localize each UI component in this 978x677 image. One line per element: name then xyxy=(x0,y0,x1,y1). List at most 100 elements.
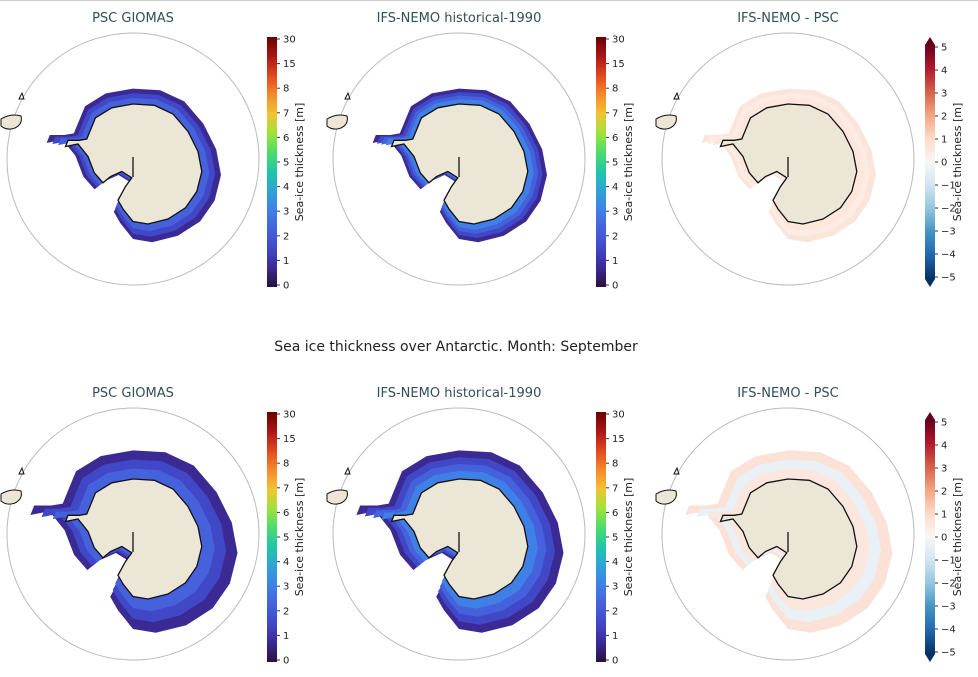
colorbar-tick-label: 1 xyxy=(612,631,618,642)
colorbar-tick-label: 30 xyxy=(283,35,296,46)
colorbar-tick-label: 0 xyxy=(283,656,289,667)
colorbar xyxy=(596,412,606,662)
colorbar-tick-label: 3 xyxy=(941,89,947,100)
panel-title: IFS-NEMO - PSC xyxy=(737,386,839,401)
colorbar-tick-label: −3 xyxy=(941,602,956,613)
colorbar-tick-label: 1 xyxy=(941,135,947,146)
colorbar-tick-label: 30 xyxy=(612,410,625,421)
panel-title: PSC GIOMAS xyxy=(92,386,174,401)
colorbar-tick-label: 2 xyxy=(283,606,289,617)
colorbar-tick-label: 0 xyxy=(612,656,618,667)
map-panel: IFS-NEMO historical-1990 0 1 2 3 4 5 6 7 8 15 30 Sea… xyxy=(326,11,635,292)
colorbar xyxy=(267,412,277,662)
colorbar-tick-label: 4 xyxy=(283,557,289,568)
south-america-tip xyxy=(0,489,22,505)
antarctica-land xyxy=(719,103,858,225)
colorbar-tick-label: 2 xyxy=(612,606,618,617)
colorbar-tick-label: 4 xyxy=(612,182,618,193)
island-mark xyxy=(18,91,25,100)
colorbar xyxy=(267,37,277,287)
colorbar-tick-label: 5 xyxy=(941,43,947,54)
colorbar-tick-label: 30 xyxy=(612,35,625,46)
colorbar-tick-label: 4 xyxy=(941,441,947,452)
island-mark xyxy=(673,466,680,475)
colorbar-tick-label: 30 xyxy=(283,410,296,421)
colorbar-tick-label: 7 xyxy=(612,108,618,119)
colorbar-tick-label: 3 xyxy=(941,464,947,475)
colorbar-label: Sea-ice thickness [m] xyxy=(951,478,964,597)
colorbar-tick-label: 3 xyxy=(612,207,618,218)
colorbar-tick-label: 7 xyxy=(283,483,289,494)
colorbar-tick-label: 0 xyxy=(283,281,289,292)
colorbar-tick-label: 8 xyxy=(283,459,289,470)
colorbar-tick-label: 2 xyxy=(612,231,618,242)
colorbar-tick-label: 15 xyxy=(612,434,625,445)
colorbar-tick-label: −2 xyxy=(941,204,956,215)
map-panel: IFS-NEMO - PSC 5 4 3 2 1 0 −1 −2 −3 −4 −5 Sea-ice th… xyxy=(655,11,964,287)
colorbar-tick-label: 15 xyxy=(283,434,296,445)
colorbar-tick-label: 4 xyxy=(612,557,618,568)
map-panel: IFS-NEMO historical-1990 0 1 2 3 4 5 6 7 8 15 30 Sea… xyxy=(326,386,635,667)
colorbar-tick-label: 1 xyxy=(283,631,289,642)
colorbar-tick-label: 15 xyxy=(283,59,296,70)
colorbar-tick-label: 8 xyxy=(612,459,618,470)
colorbar-tick-label: 1 xyxy=(612,256,618,267)
colorbar xyxy=(925,45,935,279)
south-america-tip xyxy=(0,114,22,130)
colorbar-tick-label: 6 xyxy=(283,508,289,519)
south-america-tip xyxy=(655,114,677,130)
colorbar-tick-label: 4 xyxy=(941,66,947,77)
island-mark xyxy=(344,466,351,475)
colorbar-tick-label: −1 xyxy=(941,181,956,192)
colorbar-label: Sea-ice thickness [m] xyxy=(293,478,306,597)
colorbar-tick-label: 3 xyxy=(283,582,289,593)
colorbar-tick-label: 6 xyxy=(612,133,618,144)
colorbar-tick-label: 0 xyxy=(612,281,618,292)
colorbar-label: Sea-ice thickness [m] xyxy=(293,103,306,222)
south-america-tip xyxy=(326,489,348,505)
colorbar-tick-label: 5 xyxy=(283,533,289,544)
colorbar-tick-label: 7 xyxy=(283,108,289,119)
colorbar-tick-label: 7 xyxy=(612,483,618,494)
map-panel: IFS-NEMO - PSC 5 4 3 2 1 0 −1 −2 −3 −4 −5 Sea-ice th… xyxy=(655,386,964,662)
colorbar-extend-top xyxy=(925,37,935,45)
colorbar-tick-label: 1 xyxy=(283,256,289,267)
colorbar-tick-label: 5 xyxy=(612,158,618,169)
colorbar-tick-label: 8 xyxy=(612,84,618,95)
colorbar-tick-label: 8 xyxy=(283,84,289,95)
colorbar-tick-label: 2 xyxy=(283,231,289,242)
map-panel: PSC GIOMAS 0 1 2 3 4 5 6 7 8 15 30 Sea-ice thickness… xyxy=(0,11,306,292)
colorbar-tick-label: −5 xyxy=(941,273,956,284)
south-america-tip xyxy=(326,114,348,130)
colorbar-tick-label: 3 xyxy=(283,207,289,218)
colorbar-tick-label: 3 xyxy=(612,582,618,593)
panel-title: IFS-NEMO - PSC xyxy=(737,11,839,26)
colorbar-tick-label: −2 xyxy=(941,579,956,590)
island-mark xyxy=(18,466,25,475)
colorbar-tick-label: 0 xyxy=(941,533,947,544)
colorbar-tick-label: −1 xyxy=(941,556,956,567)
colorbar-label: Sea-ice thickness [m] xyxy=(622,478,635,597)
colorbar xyxy=(925,420,935,654)
colorbar-label: Sea-ice thickness [m] xyxy=(951,103,964,222)
colorbar-tick-label: −5 xyxy=(941,648,956,659)
colorbar-label: Sea-ice thickness [m] xyxy=(622,103,635,222)
colorbar-tick-label: 2 xyxy=(941,487,947,498)
colorbar-tick-label: 5 xyxy=(941,418,947,429)
colorbar-tick-label: −4 xyxy=(941,250,956,261)
colorbar-tick-label: −3 xyxy=(941,227,956,238)
colorbar-tick-label: 1 xyxy=(941,510,947,521)
antarctica-land xyxy=(719,478,858,600)
panel-title: IFS-NEMO historical-1990 xyxy=(377,386,542,401)
panel-title: IFS-NEMO historical-1990 xyxy=(377,11,542,26)
colorbar-tick-label: 0 xyxy=(941,158,947,169)
colorbar xyxy=(596,37,606,287)
colorbar-extend-top xyxy=(925,412,935,420)
colorbar-tick-label: 6 xyxy=(283,133,289,144)
colorbar-tick-label: 6 xyxy=(612,508,618,519)
map-panel: PSC GIOMAS 0 1 2 3 4 5 6 7 8 15 30 Sea-ice thickness… xyxy=(0,386,306,667)
colorbar-tick-label: −4 xyxy=(941,625,956,636)
colorbar-extend-bottom xyxy=(925,279,935,287)
island-mark xyxy=(673,91,680,100)
colorbar-extend-bottom xyxy=(925,654,935,662)
